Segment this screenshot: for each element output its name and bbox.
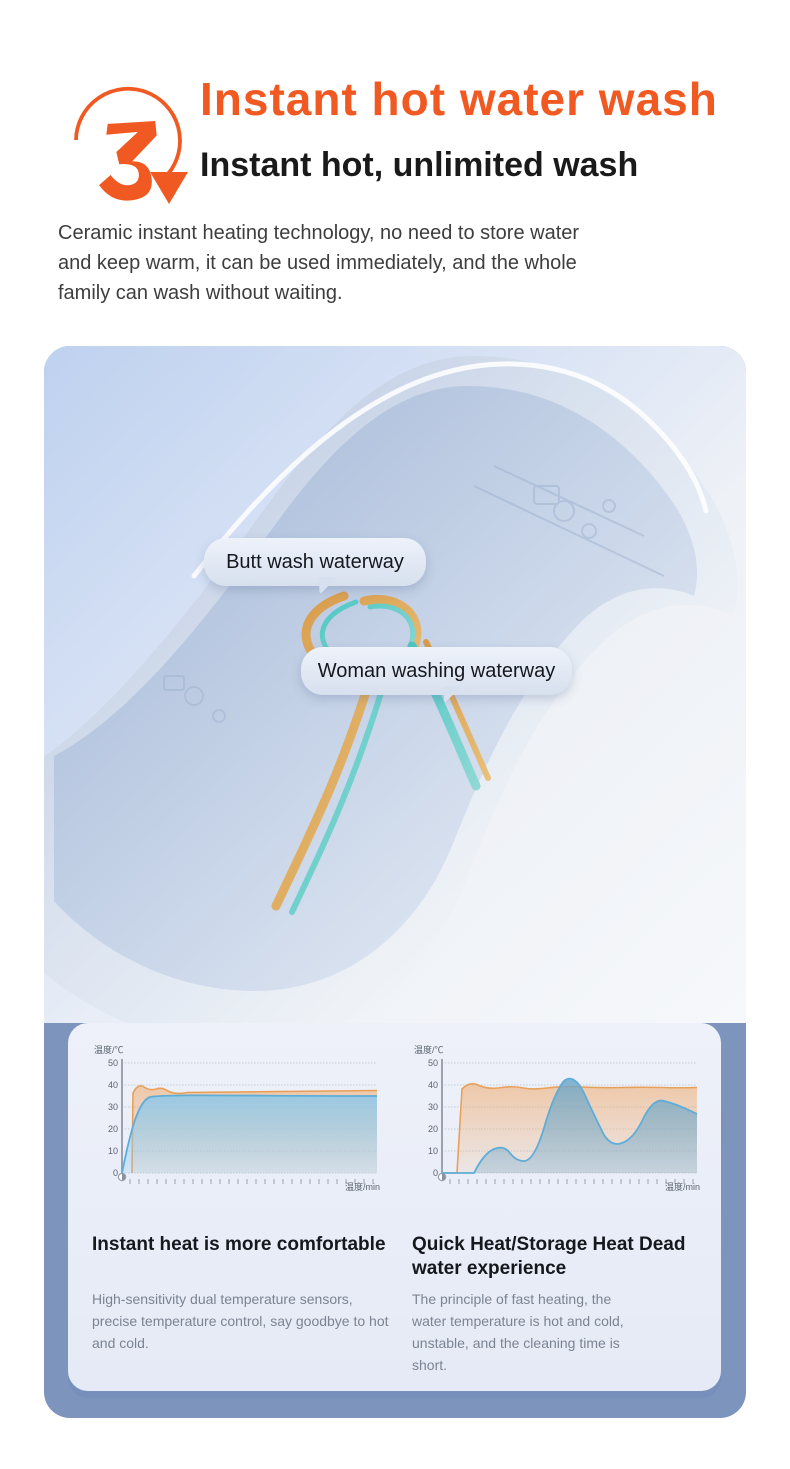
svg-text:20: 20	[108, 1124, 118, 1134]
svg-text:40: 40	[108, 1080, 118, 1090]
svg-text:10: 10	[108, 1146, 118, 1156]
svg-text:温度/min: 温度/min	[345, 1181, 380, 1192]
svg-text:50: 50	[428, 1058, 438, 1068]
svg-text:温度/℃: 温度/℃	[94, 1044, 124, 1055]
svg-text:0: 0	[433, 1168, 438, 1178]
svg-text:温度/min: 温度/min	[665, 1181, 700, 1192]
svg-text:0: 0	[113, 1168, 118, 1178]
svg-text:温度/℃: 温度/℃	[414, 1044, 444, 1055]
svg-text:50: 50	[108, 1058, 118, 1068]
svg-text:30: 30	[428, 1102, 438, 1112]
svg-text:40: 40	[428, 1080, 438, 1090]
svg-text:10: 10	[428, 1146, 438, 1156]
svg-text:20: 20	[428, 1124, 438, 1134]
svg-text:30: 30	[108, 1102, 118, 1112]
